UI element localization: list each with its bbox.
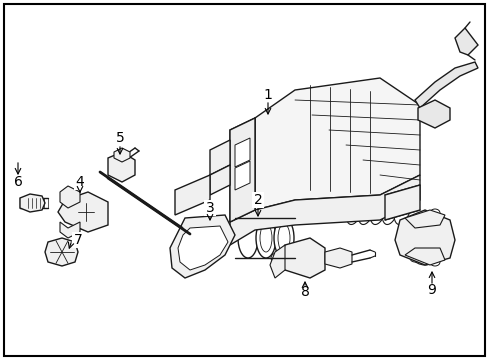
- Ellipse shape: [113, 156, 131, 178]
- Ellipse shape: [369, 189, 387, 225]
- Ellipse shape: [278, 224, 289, 252]
- Ellipse shape: [429, 209, 439, 217]
- Polygon shape: [454, 28, 477, 55]
- Ellipse shape: [381, 189, 399, 225]
- Ellipse shape: [290, 242, 318, 274]
- Polygon shape: [417, 100, 449, 128]
- Ellipse shape: [238, 218, 258, 258]
- Ellipse shape: [270, 253, 283, 263]
- Polygon shape: [254, 78, 419, 210]
- Polygon shape: [235, 138, 249, 167]
- Ellipse shape: [414, 228, 434, 252]
- Text: 4: 4: [76, 175, 84, 189]
- Ellipse shape: [78, 203, 94, 221]
- Text: 6: 6: [14, 175, 22, 189]
- Ellipse shape: [70, 194, 102, 230]
- Polygon shape: [170, 215, 235, 278]
- Polygon shape: [60, 186, 80, 208]
- Ellipse shape: [393, 189, 411, 225]
- Polygon shape: [175, 175, 209, 215]
- Polygon shape: [404, 248, 444, 265]
- Ellipse shape: [409, 254, 419, 262]
- Polygon shape: [235, 161, 249, 190]
- Polygon shape: [404, 210, 444, 228]
- Polygon shape: [58, 192, 108, 232]
- Ellipse shape: [409, 216, 419, 224]
- Polygon shape: [394, 210, 454, 265]
- Polygon shape: [269, 245, 285, 278]
- Text: 1: 1: [263, 88, 272, 102]
- Text: 7: 7: [74, 233, 82, 247]
- Polygon shape: [178, 226, 227, 270]
- Text: 8: 8: [300, 285, 309, 299]
- Ellipse shape: [118, 162, 126, 172]
- Text: 2: 2: [253, 193, 262, 207]
- Polygon shape: [114, 148, 130, 162]
- Ellipse shape: [346, 189, 363, 225]
- Polygon shape: [20, 194, 45, 212]
- Ellipse shape: [429, 258, 439, 266]
- Polygon shape: [384, 185, 419, 220]
- Ellipse shape: [273, 218, 293, 258]
- Polygon shape: [325, 248, 351, 268]
- Text: 5: 5: [115, 131, 124, 145]
- Text: 3: 3: [205, 201, 214, 215]
- Polygon shape: [108, 152, 135, 182]
- Polygon shape: [229, 118, 254, 222]
- Polygon shape: [45, 238, 78, 266]
- Ellipse shape: [357, 189, 375, 225]
- Polygon shape: [414, 62, 477, 108]
- Polygon shape: [60, 222, 80, 238]
- Ellipse shape: [404, 215, 444, 265]
- Polygon shape: [209, 140, 229, 175]
- Ellipse shape: [50, 239, 74, 265]
- Polygon shape: [209, 165, 229, 195]
- Ellipse shape: [297, 250, 311, 266]
- Polygon shape: [229, 175, 419, 245]
- Ellipse shape: [260, 224, 271, 252]
- Text: 9: 9: [427, 283, 436, 297]
- Ellipse shape: [256, 218, 275, 258]
- Polygon shape: [278, 238, 325, 278]
- Polygon shape: [229, 118, 254, 222]
